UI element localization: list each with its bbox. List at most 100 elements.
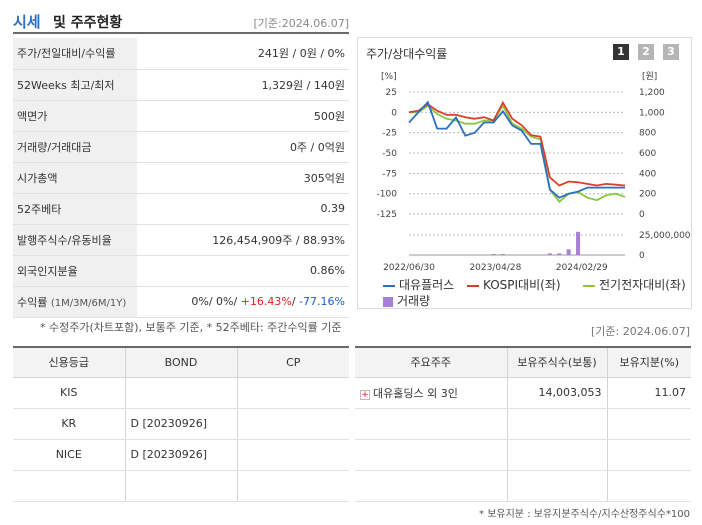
- legend-label: 전기전자대비(좌): [599, 278, 686, 292]
- info-value: 126,454,909주 / 88.93%: [137, 224, 349, 256]
- column-header: 보유지분(%): [606, 346, 691, 378]
- left-tick-label: 25: [386, 88, 397, 98]
- table-cell: [606, 470, 691, 502]
- credit-row: KR D [20230926]: [13, 408, 349, 440]
- info-row: 52주베타 0.39: [13, 193, 349, 225]
- info-key: 52주베타: [13, 193, 137, 225]
- credit-row: [13, 470, 349, 502]
- legend-item: KOSPI대비(좌): [467, 276, 561, 293]
- table-cell: [236, 408, 349, 440]
- table-cell: [124, 377, 237, 409]
- left-tick-label: -100: [377, 190, 398, 200]
- legend-item: 대유플러스: [383, 276, 454, 293]
- volume-tick-label: 25,000,000: [639, 231, 691, 241]
- column-header: 주요주주: [355, 346, 507, 378]
- table-cell: KIS: [13, 377, 125, 409]
- return-sep: /: [233, 295, 241, 308]
- right-tick-label: 800: [639, 129, 656, 139]
- holder-row: [355, 408, 691, 440]
- right-tick-label: 600: [639, 149, 656, 159]
- footnote-left: * 수정주가(차트포함), 보통주 기준, * 52주베타: 주간수익률 기준: [40, 321, 342, 334]
- info-key: 액면가: [13, 100, 137, 132]
- volume-zero-label: 0: [639, 251, 645, 261]
- legend-label: 거래량: [397, 294, 431, 308]
- holder-row: [355, 439, 691, 471]
- table-cell: [506, 470, 607, 502]
- left-tick-label: -50: [382, 149, 397, 159]
- right-tick-label: 200: [639, 190, 656, 200]
- right-tick-label: 0: [639, 210, 645, 220]
- legend-line-swatch: [383, 284, 395, 287]
- volume-bar: [557, 253, 562, 255]
- info-value: 241원 / 0원 / 0%: [137, 38, 349, 70]
- chart-plot: [%] [원] 25 0 -25 -50 -75 -100 -125 1,200 1,000 800 6…: [377, 71, 691, 273]
- table-cell: + 대유홀딩스 외 3인: [355, 377, 507, 409]
- expand-plus-icon[interactable]: +: [360, 389, 370, 400]
- table-cell: [13, 470, 125, 502]
- column-header: BOND: [124, 346, 237, 378]
- info-value: 0%/ 0%/ +16.43%/ -77.16%: [137, 286, 349, 318]
- table-cell: [606, 408, 691, 440]
- table-cell: D [20230926]: [124, 439, 237, 471]
- info-row: 거래량/거래대금 0주 / 0억원: [13, 131, 349, 163]
- credit-rating-table: 신용등급 BOND CP KIS KR D [20230926] NICE D [20230…: [13, 346, 349, 502]
- volume-bar: [576, 231, 581, 255]
- info-key: 거래량/거래대금: [13, 131, 137, 163]
- chart-page-2-button[interactable]: 2: [638, 44, 654, 60]
- legend-label: 대유플러스: [399, 278, 455, 292]
- info-row: 시가총액 305억원: [13, 162, 349, 194]
- info-key: 발행주식수/유동비율: [13, 224, 137, 256]
- table-cell: [236, 439, 349, 471]
- chart-page-3-button[interactable]: 3: [663, 44, 679, 60]
- return-1m: 0%: [191, 295, 209, 308]
- return-1y: -77.16%: [299, 295, 345, 308]
- table-cell: KR: [13, 408, 125, 440]
- right-tick-label: 1,200: [639, 88, 665, 98]
- info-value: 0.39: [137, 193, 349, 225]
- volume-bar: [491, 254, 496, 255]
- return-6m: +16.43%: [240, 295, 292, 308]
- volume-bar: [566, 249, 571, 255]
- table-cell: [124, 470, 237, 502]
- right-tick-label: 400: [639, 169, 656, 179]
- info-row-return: 수익률 (1M/3M/6M/1Y) 0%/ 0%/ +16.43%/ -77.16…: [13, 286, 349, 318]
- kospi-relative-line: [408, 100, 626, 187]
- credit-row: NICE D [20230926]: [13, 439, 349, 471]
- left-tick-label: 0: [391, 108, 397, 118]
- column-header: 신용등급: [13, 346, 125, 378]
- return-label: 수익률: [17, 295, 48, 309]
- info-row: 액면가 500원: [13, 100, 349, 132]
- return-sep: /: [208, 295, 217, 308]
- volume-bar: [500, 254, 505, 255]
- info-key: 시가총액: [13, 162, 137, 194]
- section-title: 시세: [13, 13, 41, 31]
- chart-panel: 주가/상대수익률 1 2 3: [357, 37, 692, 309]
- legend-item: 거래량: [383, 292, 430, 309]
- table-cell: 14,003,053: [506, 377, 607, 409]
- legend-item: 전기전자대비(좌): [583, 276, 686, 293]
- reference-date-2: [기준: 2024.06.07]: [590, 325, 690, 338]
- chart-title: 주가/상대수익률: [366, 47, 448, 61]
- section-header: 시세 및 주주현황 [기준:2024.06.07]: [13, 8, 349, 34]
- holder-name[interactable]: 대유홀딩스 외 3인: [373, 386, 458, 400]
- right-tick-label: 1,000: [639, 108, 665, 118]
- x-tick-label: 2024/02/29: [556, 263, 608, 273]
- section-subtitle: 및 주주현황: [53, 15, 123, 31]
- x-tick-label: 2023/04/28: [469, 263, 521, 273]
- table-cell: [506, 408, 607, 440]
- table-cell: 11.07: [606, 377, 691, 409]
- left-tick-label: -75: [382, 169, 397, 179]
- left-tick-label: -125: [377, 210, 397, 220]
- table-cell: NICE: [13, 439, 125, 471]
- price-info-table: 주가/전일대비/수익률 241원 / 0원 / 0% 52Weeks 최고/최저 1,…: [13, 38, 349, 318]
- legend-box-swatch: [383, 296, 393, 307]
- table-cell: [355, 470, 507, 502]
- reference-date: [기준:2024.06.07]: [253, 17, 349, 30]
- info-value: 305억원: [137, 162, 349, 194]
- footnote-shareholding: * 보유지분 : 보유지분주식수/지수산정주식수*100: [479, 509, 690, 520]
- chart-page-1-button[interactable]: 1: [613, 44, 629, 60]
- return-sep: /: [291, 295, 300, 308]
- return-3m: 0%: [216, 295, 234, 308]
- column-header: 보유주식수(보통): [506, 346, 607, 378]
- info-row: 외국인지분율 0.86%: [13, 255, 349, 287]
